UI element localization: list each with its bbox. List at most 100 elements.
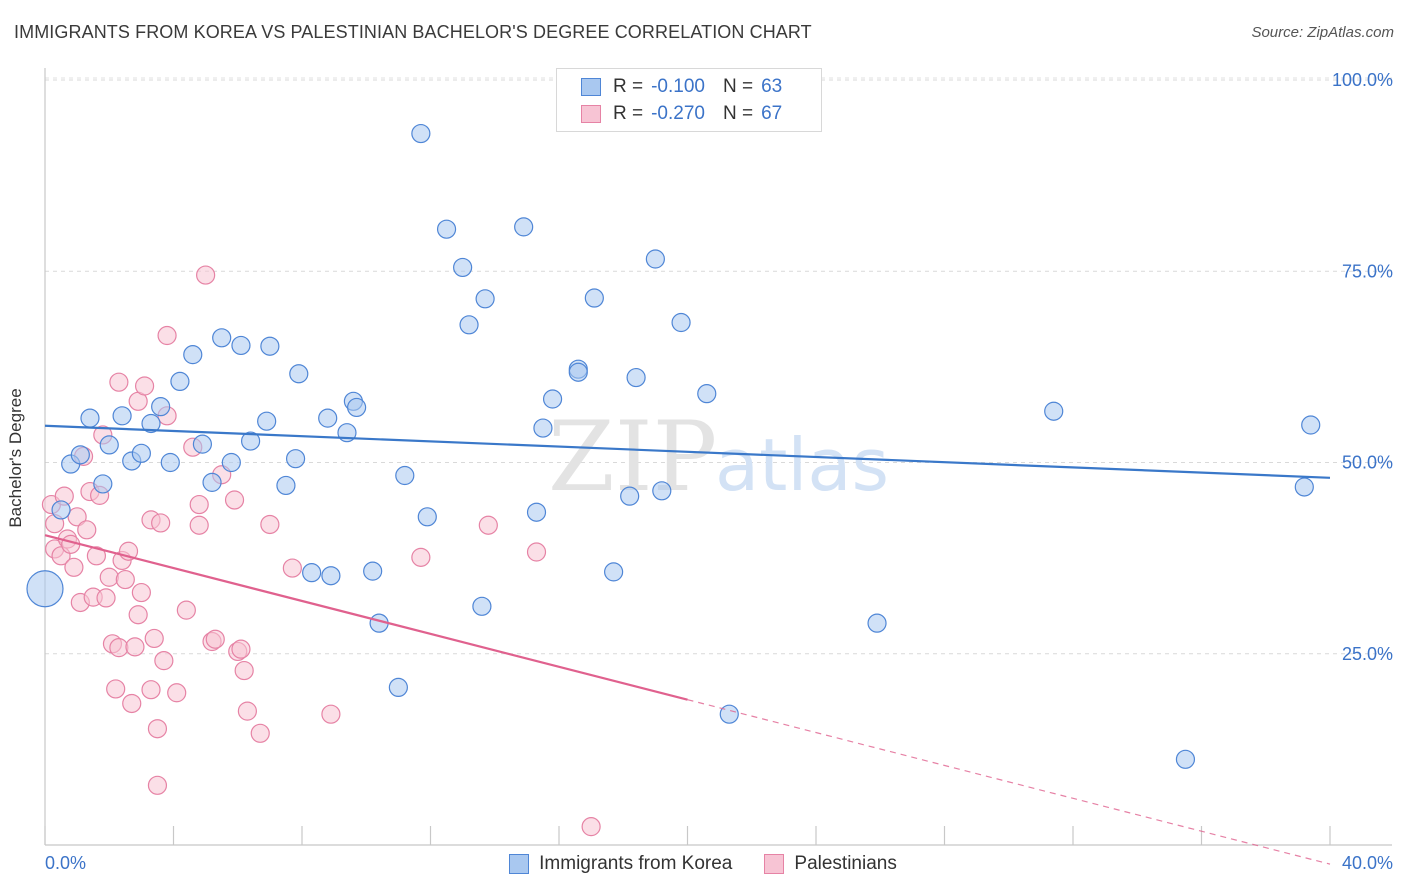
palestinians-point xyxy=(134,376,155,396)
palestinians-point xyxy=(96,588,116,608)
korea-point xyxy=(475,289,495,309)
palestinians-trend-extension xyxy=(687,699,1331,865)
korea-point xyxy=(459,315,479,335)
palestinians-point xyxy=(205,629,225,649)
korea-point xyxy=(160,452,180,473)
korea-point xyxy=(671,312,691,333)
tick-labels: 25.0% 50.0% 75.0% 100.0% 0.0% 40.0% xyxy=(45,70,1393,873)
axes xyxy=(44,68,1392,846)
palestinians-point xyxy=(131,582,151,603)
palestinians-point xyxy=(115,569,135,590)
palestinians-point xyxy=(128,605,148,625)
legend-swatch-palestinians xyxy=(581,105,601,123)
korea-point xyxy=(212,328,232,348)
y-tick-label: 75.0% xyxy=(1342,261,1393,281)
source-label: Source: ZipAtlas.com xyxy=(1251,24,1394,41)
korea-point xyxy=(1044,401,1064,421)
korea-point xyxy=(533,418,553,438)
palestinians-point xyxy=(196,265,216,285)
y-tick-label: 100.0% xyxy=(1332,70,1393,90)
korea-point xyxy=(436,219,457,239)
stats-legend: R = -0.100 N = 63 R = -0.270 N = 67 xyxy=(556,68,822,132)
palestinians-point xyxy=(231,639,251,659)
korea-point xyxy=(257,411,277,431)
korea-point xyxy=(584,288,604,308)
y-tick-label: 25.0% xyxy=(1342,644,1393,664)
palestinians-point xyxy=(234,660,254,681)
palestinians-point xyxy=(147,719,168,739)
korea-point xyxy=(526,502,547,522)
palestinians-point xyxy=(154,651,174,671)
korea-point xyxy=(568,362,588,382)
palestinians-point xyxy=(109,638,129,658)
korea-points xyxy=(26,123,1321,769)
x-tick-label: 40.0% xyxy=(1342,853,1393,873)
palestinians-point xyxy=(526,542,547,562)
palestinians-point xyxy=(67,507,87,527)
korea-point xyxy=(183,345,203,365)
korea-point xyxy=(170,371,190,392)
korea-point xyxy=(318,408,338,428)
korea-point xyxy=(285,449,306,469)
palestinians-point xyxy=(224,490,245,510)
palestinians-point xyxy=(282,558,302,578)
korea-point xyxy=(604,562,624,582)
palestinians-point xyxy=(411,547,431,567)
korea-point xyxy=(289,364,309,384)
palestinians-point xyxy=(189,515,209,535)
korea-point xyxy=(1175,749,1196,769)
legend-n-label: N = xyxy=(722,76,754,97)
korea-point xyxy=(26,570,64,608)
korea-point xyxy=(626,367,646,388)
palestinians-point xyxy=(176,600,196,620)
palestinians-point xyxy=(260,514,280,535)
palestinians-point xyxy=(77,520,97,540)
korea-point xyxy=(276,475,296,496)
korea-point xyxy=(221,452,241,473)
palestinians-points xyxy=(41,265,601,837)
watermark-atlas: atlas xyxy=(715,423,889,507)
korea-point xyxy=(131,443,151,463)
series-label-palestinians: Palestinians xyxy=(794,853,897,874)
korea-point xyxy=(302,563,322,583)
korea-point xyxy=(51,500,71,520)
korea-point xyxy=(514,217,534,237)
korea-point xyxy=(719,704,739,724)
korea-point xyxy=(1301,415,1321,435)
korea-point xyxy=(141,413,161,434)
korea-point xyxy=(260,336,280,356)
palestinians-point xyxy=(151,513,171,533)
legend-row-korea: R = -0.100 N = 63 xyxy=(581,75,782,99)
korea-point xyxy=(388,677,408,698)
palestinians-point xyxy=(189,494,209,515)
korea-point xyxy=(652,481,672,501)
legend-swatch-korea xyxy=(581,78,601,96)
korea-trend-line xyxy=(44,424,1331,479)
y-axis-label: Bachelor's Degree xyxy=(6,388,25,528)
legend-row-palestinians: R = -0.270 N = 67 xyxy=(581,102,782,126)
korea-point xyxy=(867,613,887,633)
korea-point xyxy=(472,596,492,616)
grid xyxy=(45,77,1392,655)
legend-r-label: R = xyxy=(613,103,644,124)
palestinians-point xyxy=(478,515,498,535)
palestinians-point xyxy=(86,546,107,566)
palestinians-point xyxy=(147,775,168,795)
palestinians-point xyxy=(99,567,119,587)
korea-point xyxy=(347,397,367,418)
legend-r-label: R = xyxy=(613,76,644,97)
korea-point xyxy=(70,445,90,465)
korea-point xyxy=(202,472,222,492)
palestinians-point xyxy=(109,372,129,392)
series-legend-korea: Immigrants from Korea xyxy=(509,853,732,875)
y-tick-label: 50.0% xyxy=(1342,453,1393,473)
korea-point xyxy=(1294,477,1314,497)
korea-point xyxy=(363,561,383,581)
palestinians-trend-line xyxy=(44,534,688,701)
korea-point xyxy=(417,507,437,527)
korea-point xyxy=(321,566,341,586)
palestinians-point xyxy=(122,693,142,714)
korea-point xyxy=(112,406,132,426)
legend-n-value: 67 xyxy=(761,103,783,124)
